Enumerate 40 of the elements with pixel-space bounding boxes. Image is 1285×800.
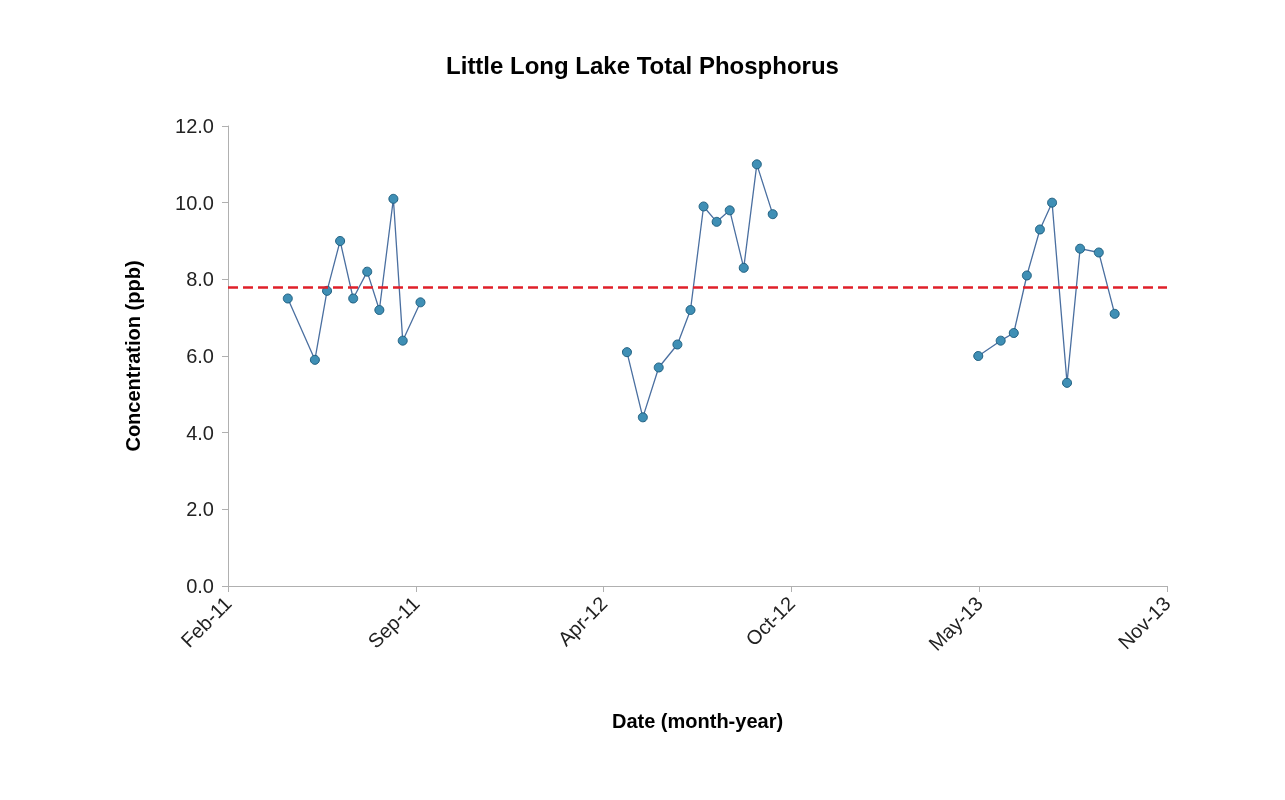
chart-title: Little Long Lake Total Phosphorus — [446, 51, 839, 79]
point — [738, 262, 749, 273]
x-axis-title: Date (month-year) — [611, 710, 784, 732]
point — [621, 347, 632, 358]
point — [995, 335, 1006, 346]
y-tick-label: 10.0 — [175, 191, 214, 214]
point — [397, 335, 408, 346]
y-tick-label: 8.0 — [186, 268, 214, 291]
point — [1062, 377, 1073, 388]
point — [711, 216, 722, 227]
point — [767, 209, 778, 220]
y-tick-label: 0.0 — [186, 575, 214, 597]
y-tick-label: 6.0 — [186, 345, 214, 367]
point — [1093, 247, 1104, 258]
point — [362, 266, 373, 277]
point — [1034, 224, 1045, 235]
point — [309, 354, 320, 365]
point — [698, 201, 709, 212]
point — [1021, 270, 1032, 281]
y-tick-label: 12.0 — [175, 115, 214, 137]
point — [973, 351, 984, 361]
point — [751, 159, 762, 170]
point — [1047, 197, 1058, 208]
point — [348, 293, 359, 304]
y-tick-label: 4.0 — [186, 421, 214, 444]
point — [388, 193, 399, 204]
point — [724, 205, 735, 216]
point — [1075, 243, 1086, 254]
point — [685, 305, 696, 315]
point — [637, 412, 648, 423]
point — [282, 293, 293, 304]
point — [653, 362, 664, 373]
point — [1109, 308, 1120, 319]
point — [1008, 328, 1019, 338]
point — [415, 297, 426, 308]
y-axis-title: Concentration (ppb) — [122, 260, 144, 452]
y-tick-label: 2.0 — [186, 498, 214, 521]
point — [335, 236, 346, 246]
point — [672, 339, 683, 350]
point — [374, 305, 385, 315]
